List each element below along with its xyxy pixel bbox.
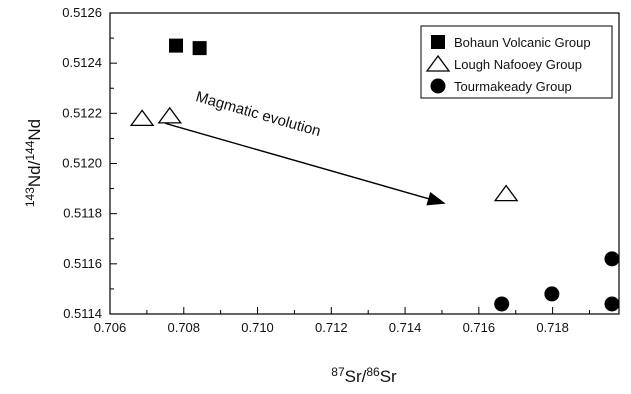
y-tick-label: 0.5114: [63, 306, 102, 321]
legend-label-bohaun-volcanic-group: Bohaun Volcanic Group: [454, 35, 591, 50]
legend-marker-tourmakeady-group: [430, 78, 446, 94]
x-axis-title-base1: Sr: [345, 367, 362, 386]
x-axis-title-sup2: 86: [366, 365, 380, 379]
y-tick-label: 0.5120: [62, 156, 102, 171]
bohaun-volcanic-group-point: [169, 38, 184, 53]
y-axis-title-base1: Nd: [25, 165, 44, 187]
lough-nafooey-group-point: [129, 109, 155, 126]
x-axis: 0.706 0.708 0.710 0.712 0.714 0.716 0.718: [94, 307, 590, 335]
magmatic-evolution-arrowhead: [426, 191, 446, 206]
x-tick-label: 0.718: [536, 320, 569, 335]
magmatic-evolution-arrow: [165, 122, 429, 200]
bohaun-volcanic-group-point: [192, 41, 207, 56]
y-axis-title: 143Nd/144Nd: [23, 119, 44, 207]
legend-label-lough-nafooey-group: Lough Nafooey Group: [454, 57, 582, 72]
data-markers: [129, 38, 620, 312]
y-tick-label: 0.5124: [62, 55, 102, 70]
x-axis-title: 87Sr/86Sr: [331, 365, 397, 386]
x-tick-label: 0.710: [241, 320, 274, 335]
y-axis-title-sup1: 143: [23, 187, 37, 207]
tourmakeady-group-point: [604, 296, 620, 312]
x-axis-title-sep: /: [362, 367, 367, 386]
x-tick-label: 0.714: [389, 320, 422, 335]
x-tick-label: 0.708: [167, 320, 200, 335]
y-axis: 0.5114 0.5116 0.5118 0.5120 0.5122 0.5124 0.51…: [62, 5, 117, 321]
y-axis-title-base2: Nd: [25, 119, 44, 141]
legend-marker-lough-nafooey-group: [425, 54, 451, 72]
y-axis-title-sep: /: [25, 160, 44, 165]
y-tick-label: 0.5118: [63, 206, 102, 221]
x-tick-label: 0.712: [315, 320, 348, 335]
legend: Bohaun Volcanic Group Lough Nafooey Group…: [420, 25, 613, 99]
tourmakeady-group-point: [494, 296, 510, 312]
lough-nafooey-group-point: [157, 106, 183, 124]
legend-label-tourmakeady-group: Tourmakeady Group: [454, 79, 572, 94]
lough-nafooey-group-point: [493, 184, 519, 202]
magmatic-evolution-label: Magmatic evolution: [194, 88, 323, 140]
y-tick-label: 0.5126: [62, 5, 102, 20]
legend-box: [420, 25, 613, 99]
y-tick-label: 0.5122: [62, 105, 102, 120]
y-axis-title-sup2: 144: [23, 140, 37, 160]
tourmakeady-group-point: [604, 251, 620, 267]
magmatic-evolution-annotation: Magmatic evolution: [165, 88, 446, 206]
legend-marker-bohaun-volcanic-group: [431, 35, 445, 49]
x-axis-title-base2: Sr: [380, 367, 397, 386]
x-tick-label: 0.706: [94, 320, 127, 335]
y-tick-label: 0.5116: [63, 256, 102, 271]
x-tick-label: 0.716: [463, 320, 496, 335]
tourmakeady-group-point: [544, 286, 560, 302]
x-axis-title-sup1: 87: [331, 365, 345, 379]
